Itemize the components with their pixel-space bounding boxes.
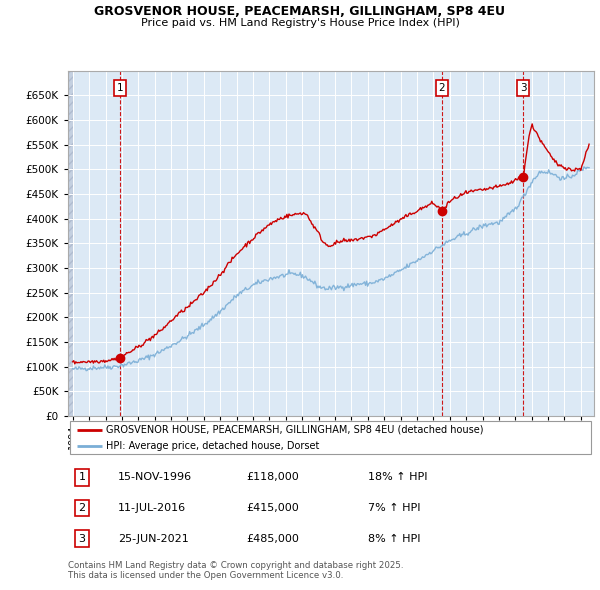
Text: 11-JUL-2016: 11-JUL-2016 [118,503,186,513]
Text: 1: 1 [116,83,123,93]
Text: £485,000: £485,000 [247,533,299,543]
Text: 3: 3 [520,83,527,93]
Text: £415,000: £415,000 [247,503,299,513]
FancyBboxPatch shape [70,421,592,454]
Text: HPI: Average price, detached house, Dorset: HPI: Average price, detached house, Dors… [106,441,320,451]
Text: GROSVENOR HOUSE, PEACEMARSH, GILLINGHAM, SP8 4EU (detached house): GROSVENOR HOUSE, PEACEMARSH, GILLINGHAM,… [106,425,484,435]
Text: 15-NOV-1996: 15-NOV-1996 [118,473,192,483]
Text: Contains HM Land Registry data © Crown copyright and database right 2025.
This d: Contains HM Land Registry data © Crown c… [68,560,403,580]
Text: 8% ↑ HPI: 8% ↑ HPI [368,533,420,543]
Text: 7% ↑ HPI: 7% ↑ HPI [368,503,420,513]
Text: GROSVENOR HOUSE, PEACEMARSH, GILLINGHAM, SP8 4EU: GROSVENOR HOUSE, PEACEMARSH, GILLINGHAM,… [95,5,505,18]
Text: 25-JUN-2021: 25-JUN-2021 [118,533,188,543]
Text: 2: 2 [439,83,445,93]
Text: 3: 3 [79,533,86,543]
Text: 18% ↑ HPI: 18% ↑ HPI [368,473,427,483]
Text: Price paid vs. HM Land Registry's House Price Index (HPI): Price paid vs. HM Land Registry's House … [140,18,460,28]
Text: £118,000: £118,000 [247,473,299,483]
Text: 2: 2 [79,503,86,513]
Text: 1: 1 [79,473,86,483]
